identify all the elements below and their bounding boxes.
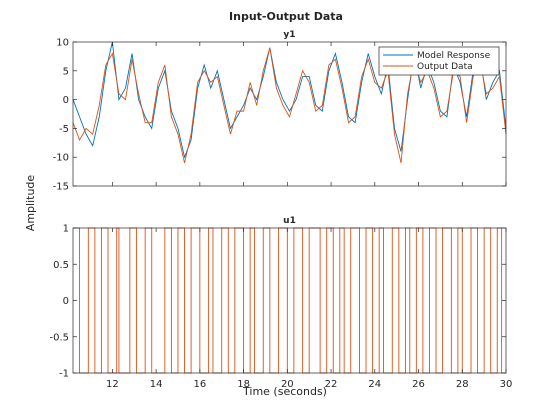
y-tick-label: -10	[53, 153, 69, 164]
y-tick-label: -1	[59, 369, 69, 380]
y-tick-label: 0.5	[53, 260, 69, 271]
x-tick-label: 14	[150, 379, 163, 390]
y-tick-label: -5	[59, 124, 69, 135]
x-tick-label: 16	[193, 379, 206, 390]
x-tick-label: 20	[281, 379, 294, 390]
y-tick-label: 5	[63, 66, 69, 77]
x-tick-label: 18	[237, 379, 250, 390]
x-tick-label: 30	[500, 379, 513, 390]
figure-title: Input-Output Data	[229, 10, 343, 23]
y-tick-label: -0.5	[49, 332, 69, 343]
x-tick-label: 12	[106, 379, 119, 390]
axes-box	[72, 41, 507, 187]
x-axis-label: Time (seconds)	[242, 385, 327, 398]
legend-entry: Output Data	[417, 62, 473, 72]
x-tick-label: 24	[368, 379, 381, 390]
legend-entry: Model Response	[417, 51, 491, 61]
x-tick-label: 26	[412, 379, 425, 390]
series-line-output-data	[72, 47, 507, 164]
y-tick-label: 1	[63, 224, 69, 235]
plot-u1: u1 12 14 16 18 20 22 24 26 28 30 -1 -0.5 0 0.5 1	[49, 216, 512, 390]
y-tick-label: -15	[53, 182, 69, 193]
y-tick-label: 0	[63, 296, 69, 307]
y-axis-label: Amplitude	[24, 175, 37, 232]
plot-area	[73, 228, 506, 373]
x-tick-label: 28	[456, 379, 469, 390]
legend-box	[378, 46, 500, 76]
y-tick-label: 10	[56, 38, 69, 49]
subplot-title: u1	[283, 216, 296, 226]
x-tick-label: 22	[325, 379, 338, 390]
subplot-title: y1	[283, 30, 295, 40]
y-tick-label: 0	[63, 95, 69, 106]
series-line-model-response	[72, 41, 507, 159]
